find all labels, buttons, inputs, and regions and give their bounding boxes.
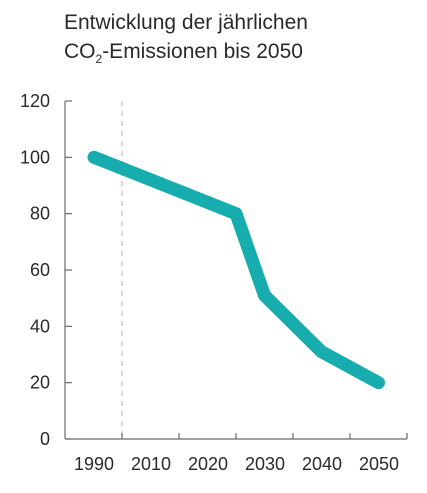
chart-title-co2-prefix: CO (64, 40, 96, 63)
emissions-series-line (87, 150, 385, 390)
y-tick-label-20: 20 (30, 373, 50, 393)
y-tick-label-120: 120 (20, 91, 50, 111)
x-tick-label-2040: 2040 (302, 454, 342, 474)
x-tick-label-1990: 1990 (74, 454, 114, 474)
chart-ticks (65, 100, 408, 440)
x-tick-label-2010: 2010 (131, 454, 171, 474)
chart-title-co2-suffix: -Emissionen bis 2050 (102, 40, 303, 63)
chart-title-co2-subscript: 2 (95, 52, 103, 66)
chart-series (87, 150, 385, 390)
x-tick-label-2050: 2050 (359, 454, 399, 474)
chart-title-line-1: Entwicklung der jährlichen (64, 11, 308, 34)
y-tick-label-40: 40 (30, 316, 50, 336)
y-tick-label-60: 60 (30, 260, 50, 280)
y-tick-label-100: 100 (20, 147, 50, 167)
x-tick-label-2020: 2020 (188, 454, 228, 474)
y-tick-label-0: 0 (40, 429, 50, 449)
chart-title: Entwicklung der jährlichen CO2-Emissione… (64, 8, 308, 69)
x-tick-label-2030: 2030 (245, 454, 285, 474)
chart-axes (64, 101, 407, 440)
y-tick-label-80: 80 (30, 204, 50, 224)
